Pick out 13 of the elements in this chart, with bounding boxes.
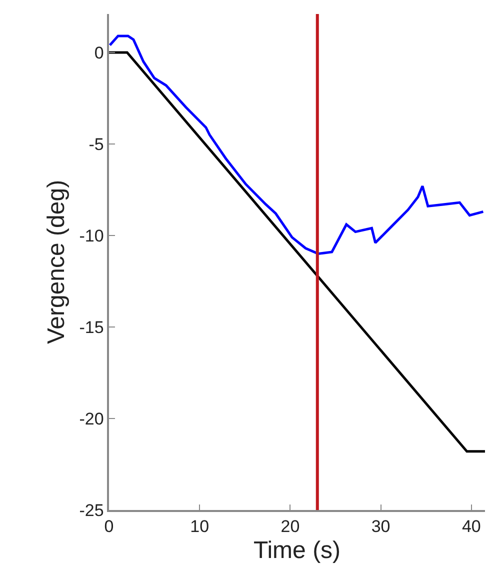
x-tick-label: 20 xyxy=(280,517,300,536)
y-tick-label: -25 xyxy=(79,500,104,520)
x-tick-label: 40 xyxy=(462,517,481,536)
y-tick-label: 0 xyxy=(94,43,104,62)
line-series xyxy=(109,34,484,256)
x-axis-title: Time (s) xyxy=(253,536,341,564)
x-tick-label: 10 xyxy=(190,517,210,536)
y-tick-label: -5 xyxy=(88,134,104,154)
y-tick-label: -15 xyxy=(79,318,104,337)
y-tick-label: -20 xyxy=(79,409,104,428)
y-tick-label: -10 xyxy=(79,226,104,246)
x-tick-label: 30 xyxy=(371,517,390,536)
y-axis-title: Vergence (deg) xyxy=(42,180,70,344)
